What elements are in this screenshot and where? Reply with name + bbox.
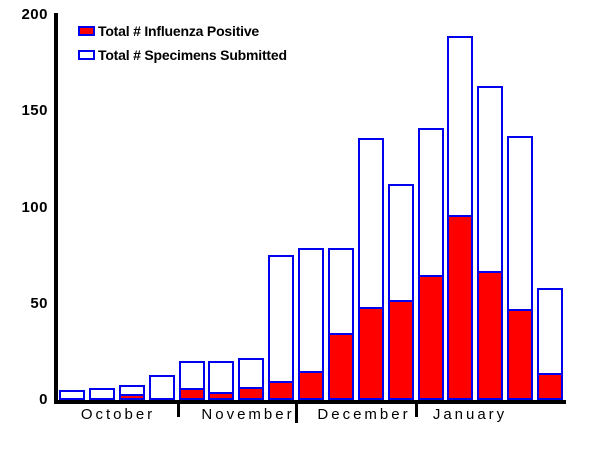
x-axis-line [54, 400, 566, 404]
month-label-december: December [317, 406, 411, 423]
bar-positive-Nov wk1 [179, 388, 205, 400]
month-divider-tick [295, 402, 298, 423]
bar-positive-Jan wk5 [537, 373, 563, 400]
month-label-november: November [201, 406, 295, 423]
month-divider-tick [415, 402, 418, 417]
bar-positive-Jan wk1 [418, 275, 444, 400]
legend-swatch-red-icon [78, 25, 95, 36]
month-divider-tick [177, 402, 180, 417]
y-tick-label-200: 200 [21, 6, 48, 23]
bar-positive-Nov wk3 [238, 387, 264, 400]
bar-specimens-Oct wk1 [59, 390, 85, 400]
legend-label-influenza-positive: Total # Influenza Positive [98, 22, 260, 39]
legend-item-specimens-submitted: Total # Specimens Submitted [78, 46, 287, 63]
bar-positive-Nov wk2 [208, 392, 234, 400]
legend-swatch-white-icon [78, 49, 95, 60]
bar-positive-Jan wk2 [447, 215, 473, 400]
bar-positive-Dec wk1 [298, 371, 324, 400]
y-tick-label-0: 0 [39, 391, 48, 408]
legend-label-specimens-submitted: Total # Specimens Submitted [98, 46, 287, 63]
y-axis-line [54, 13, 58, 404]
bar-positive-Jan wk3 [477, 271, 503, 400]
bar-specimens-Oct wk2 [89, 388, 115, 400]
y-tick-label-50: 50 [30, 295, 48, 312]
legend-item-influenza-positive: Total # Influenza Positive [78, 22, 287, 39]
bar-positive-Oct wk3 [119, 394, 145, 400]
bar-positive-Dec wk3 [358, 307, 384, 400]
bar-positive-Dec wk2 [328, 333, 354, 400]
y-tick-label-150: 150 [21, 102, 48, 119]
bar-specimens-Oct wk4 [149, 375, 175, 400]
bar-positive-Nov wk4 [268, 381, 294, 400]
y-tick-label-100: 100 [21, 199, 48, 216]
bar-specimens-Nov wk4 [268, 255, 294, 400]
bar-positive-Dec wk4 [388, 300, 414, 400]
bar-positive-Jan wk4 [507, 309, 533, 400]
month-label-october: October [80, 406, 156, 423]
month-label-january: January [432, 406, 508, 423]
legend: Total # Influenza Positive Total # Speci… [78, 22, 287, 72]
